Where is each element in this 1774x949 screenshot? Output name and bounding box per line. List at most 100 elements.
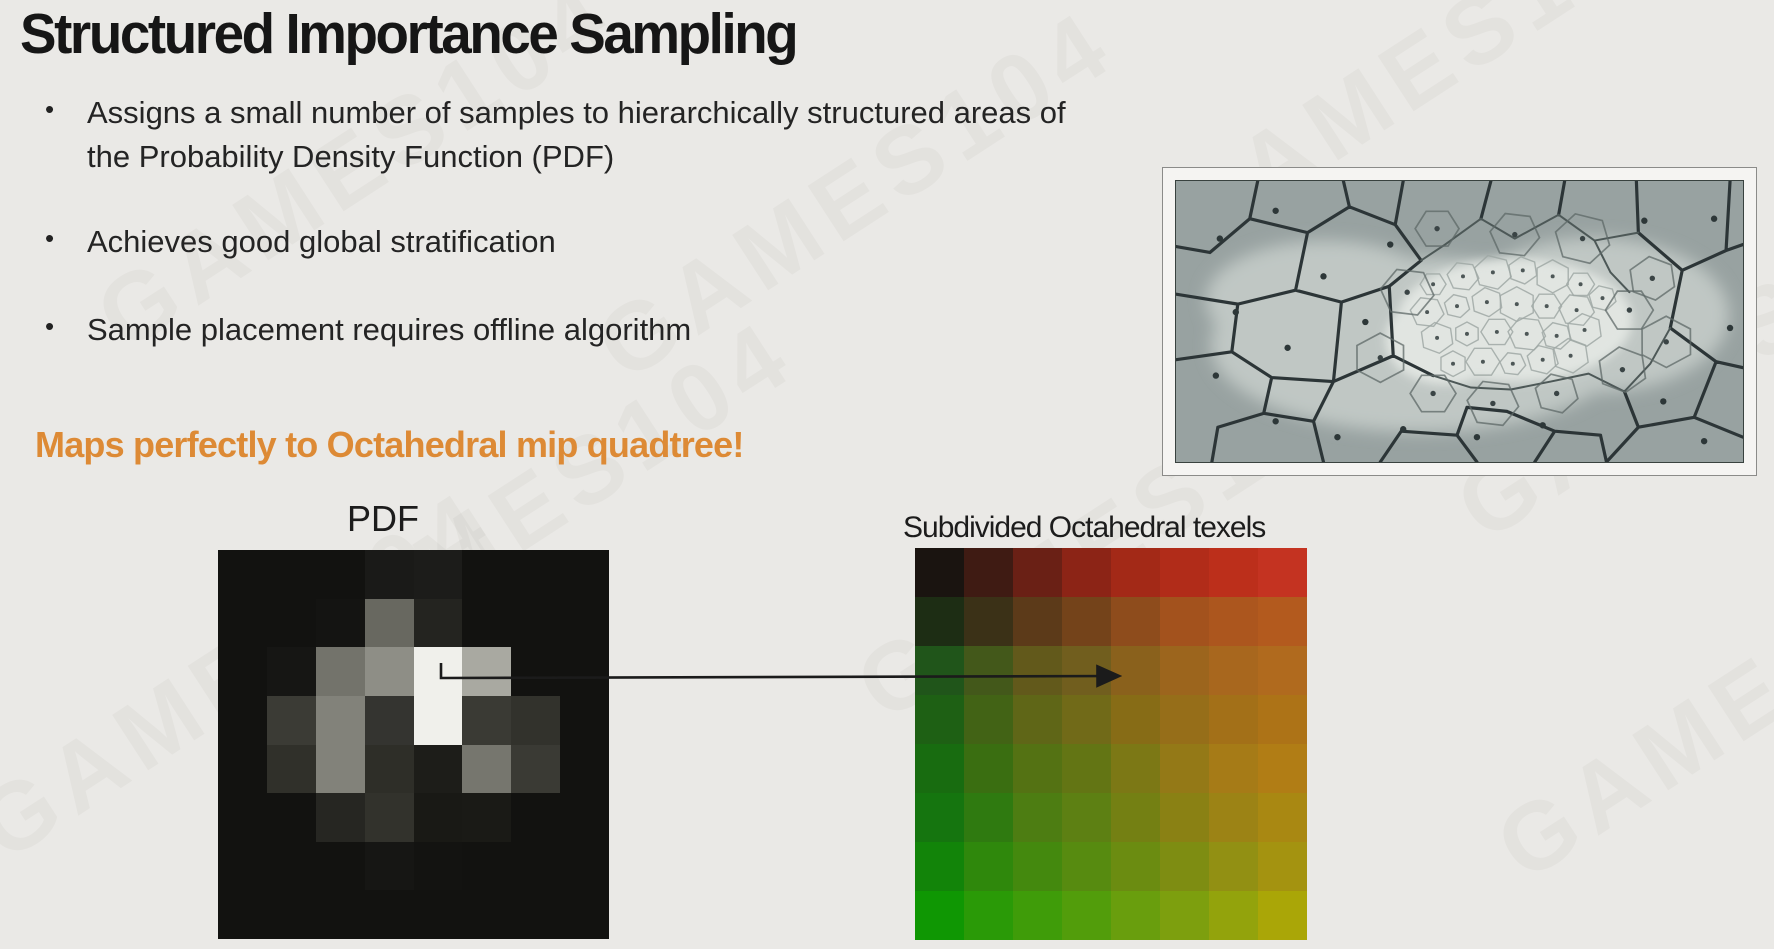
- pixel-cell: [364, 890, 414, 939]
- pixel-cell: [364, 598, 414, 648]
- pixel-cell: [364, 647, 414, 696]
- pixel-cell: [511, 647, 561, 696]
- sample-dot: [1434, 225, 1440, 232]
- voronoi-cell: [1356, 332, 1405, 384]
- voronoi-cell: [1473, 254, 1513, 290]
- sample-dot: [1510, 361, 1515, 366]
- pixel-cell: [218, 695, 267, 745]
- voronoi-edges-medium: [1420, 213, 1672, 393]
- bullet-item-3: • Sample placement requires offline algo…: [45, 308, 1097, 352]
- sample-dot: [1540, 357, 1545, 362]
- pixel-cell: [462, 695, 512, 745]
- pdf-pixel-grid: [218, 550, 609, 939]
- pixel-cell: [915, 646, 964, 695]
- pixel-cell: [964, 744, 1013, 793]
- pixel-cell: [1013, 646, 1062, 695]
- pixel-cell: [964, 793, 1013, 842]
- sample-dot: [1660, 398, 1667, 405]
- pixel-cell: [1209, 548, 1258, 597]
- sample-dot: [1641, 217, 1648, 224]
- sample-dot: [1284, 344, 1291, 351]
- pdf-label: PDF: [347, 498, 419, 539]
- octahedral-label: Subdivided Octahedral texels: [903, 511, 1266, 544]
- voronoi-cell: [1536, 259, 1569, 294]
- sample-dot: [1514, 302, 1519, 307]
- pixel-cell: [915, 891, 964, 940]
- pixel-cell: [511, 841, 561, 891]
- voronoi-cell: [1443, 293, 1471, 319]
- voronoi-cell: [1455, 321, 1479, 347]
- sample-dot: [1232, 308, 1239, 316]
- voronoi-cell: [1440, 350, 1466, 378]
- sample-dot: [1473, 433, 1481, 441]
- bullet-text: Sample placement requires offline algori…: [87, 312, 692, 347]
- voronoi-cell: [1541, 321, 1572, 350]
- pixel-cell: [315, 841, 365, 891]
- sample-dot: [1480, 359, 1485, 364]
- pixel-cell: [915, 744, 964, 793]
- pixel-cell: [364, 550, 414, 599]
- pixel-cell: [1111, 695, 1160, 744]
- pixel-cell: [1209, 646, 1258, 695]
- pixel-cell: [218, 598, 267, 648]
- pixel-cell: [413, 890, 463, 939]
- pixel-cell: [1111, 744, 1160, 793]
- sample-dot: [1579, 235, 1586, 242]
- pixel-cell: [560, 744, 609, 794]
- sample-dot: [1387, 241, 1394, 248]
- pixel-cell: [1013, 793, 1062, 842]
- voronoi-cell: [1534, 373, 1579, 414]
- sample-dot: [1574, 308, 1579, 313]
- sample-dot: [1726, 324, 1734, 332]
- pixel-cell: [1258, 548, 1307, 597]
- pixel-cell: [266, 744, 316, 794]
- sample-dot: [1484, 300, 1489, 305]
- highlight-text: Maps perfectly to Octahedral mip quadtre…: [35, 424, 744, 465]
- pixel-cell: [1258, 597, 1307, 646]
- pixel-cell: [1258, 891, 1307, 940]
- pixel-cell: [218, 793, 267, 842]
- octahedral-pixel-grid: [915, 548, 1307, 940]
- pixel-cell: [915, 695, 964, 744]
- pixel-cell: [1258, 793, 1307, 842]
- pixel-cell: [964, 695, 1013, 744]
- bullet-item-2: • Achieves good global stratification: [45, 220, 1097, 264]
- pixel-cell: [1062, 842, 1111, 891]
- pixel-cell: [1111, 597, 1160, 646]
- pixel-cell: [560, 841, 609, 891]
- pixel-cell: [915, 793, 964, 842]
- sample-dot: [1578, 282, 1583, 287]
- pixel-cell: [413, 695, 463, 745]
- pixel-cell: [560, 647, 609, 696]
- pixel-cell: [315, 793, 365, 842]
- pixel-cell: [266, 841, 316, 891]
- pixel-cell: [315, 550, 365, 599]
- pixel-cell: [1258, 695, 1307, 744]
- pixel-cell: [1111, 842, 1160, 891]
- sample-dot: [1494, 329, 1499, 334]
- pixel-cell: [511, 550, 561, 599]
- pixel-cell: [1062, 646, 1111, 695]
- pixel-cell: [266, 550, 316, 599]
- sample-dot: [1600, 296, 1605, 301]
- pixel-cell: [266, 890, 316, 939]
- pixel-cell: [1160, 548, 1209, 597]
- voronoi-cell: [1558, 294, 1596, 327]
- voronoi-cell: [1565, 272, 1596, 297]
- sample-dot: [1430, 390, 1436, 397]
- pixel-cell: [560, 890, 609, 939]
- pixel-cell: [1160, 793, 1209, 842]
- pixel-cell: [1209, 842, 1258, 891]
- sample-dot: [1619, 366, 1626, 373]
- sample-dot: [1512, 231, 1518, 238]
- pixel-cell: [462, 890, 512, 939]
- pixel-cell: [413, 793, 463, 842]
- pixel-cell: [1209, 891, 1258, 940]
- pixel-cell: [511, 695, 561, 745]
- pixel-cell: [1209, 695, 1258, 744]
- sample-dot: [1550, 274, 1555, 279]
- pixel-cell: [364, 841, 414, 891]
- pixel-cell: [1013, 548, 1062, 597]
- pixel-cell: [462, 841, 512, 891]
- voronoi-cell: [1554, 212, 1611, 265]
